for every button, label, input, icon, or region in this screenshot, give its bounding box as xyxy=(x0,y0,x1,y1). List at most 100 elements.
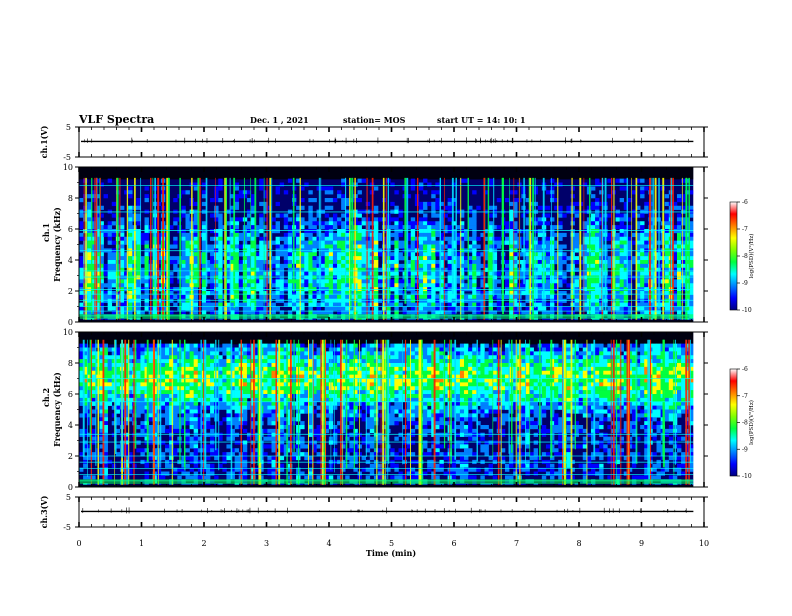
ch1-spectrogram-cell xyxy=(394,241,398,245)
ch1-spectrogram-cell xyxy=(333,268,337,272)
ch1-spectrogram-cell xyxy=(358,264,362,268)
ch1-spectrogram-cell xyxy=(329,229,333,233)
ch1-spectrogram-cell xyxy=(358,307,362,311)
ch1-spectrogram-cell xyxy=(534,237,538,241)
ch1-spectrogram-cell xyxy=(476,307,480,311)
ch1-spectrogram-cell xyxy=(665,233,669,237)
ch1-spectrogram-cell xyxy=(595,202,599,206)
ch1-spectrogram-cell xyxy=(317,256,321,260)
ch2-spectrogram-cell xyxy=(79,367,83,371)
ch1-spectrogram-cell xyxy=(333,198,337,202)
ch1-spectrogram-cell xyxy=(616,237,620,241)
ch1-spectrogram-cell xyxy=(341,233,345,237)
ch1-spectrogram-cell xyxy=(337,283,341,287)
ch1-spectrogram-cell xyxy=(173,256,177,260)
ch1-spectrogram-cell xyxy=(476,256,480,260)
ch1-spectrogram-cell xyxy=(337,217,341,221)
ch1-spectrogram-cell xyxy=(624,295,628,299)
ch1-spectrogram-cell xyxy=(640,276,644,280)
ch1-spectrogram-cell xyxy=(398,241,402,245)
ch1-spectrogram-cell xyxy=(431,268,435,272)
ch1-spectrogram-cell xyxy=(423,295,427,299)
ch2-spectrogram-cell xyxy=(140,367,144,371)
ch1-spectrogram-cell xyxy=(235,229,239,233)
ch1-spectrogram-cell xyxy=(595,179,599,183)
ch1-spectrogram-cell xyxy=(644,241,648,245)
ch2-spectrogram-cell xyxy=(185,410,189,414)
ch1-spectrogram-cell xyxy=(325,283,329,287)
ch1-spectrogram-cell xyxy=(276,295,280,299)
ch1-spectrogram-cell xyxy=(374,256,378,260)
ch1-spectrogram-cell xyxy=(620,299,624,303)
ch1-spectrogram-cell xyxy=(235,186,239,190)
ch1-spectrogram-cell xyxy=(325,276,329,280)
ch1-spectrogram-cell xyxy=(218,295,222,299)
ch1-spectrogram-cell xyxy=(435,276,439,280)
ch1-spectrogram-cell xyxy=(108,295,112,299)
ch1-spectrogram-cell xyxy=(259,283,263,287)
ch2-spectrogram-cell xyxy=(194,382,198,386)
ch1-spectrogram-cell xyxy=(312,237,316,241)
ch1-spectrogram-cell xyxy=(321,237,325,241)
ch1-spectrogram-cell xyxy=(145,252,149,256)
ch1-spectrogram-cell xyxy=(214,229,218,233)
ch1-spectrogram-cell xyxy=(128,256,132,260)
ch1-spectrogram-cell xyxy=(448,299,452,303)
ch2-spectrogram-cell xyxy=(165,359,169,363)
ch1-spectrogram-cell xyxy=(681,179,685,183)
ch1-spectrogram-cell xyxy=(566,307,570,311)
ch2-spectrogram-cell xyxy=(185,390,189,394)
ch1-spectrogram-cell xyxy=(435,307,439,311)
ch1-spectrogram-cell xyxy=(128,295,132,299)
ch1-spectrogram-cell xyxy=(497,225,501,229)
ch1-spectrogram-cell xyxy=(202,264,206,268)
ch2-spectrogram-cell xyxy=(140,359,144,363)
ch1-spectrogram-cell xyxy=(575,245,579,249)
ch1-spectrogram-cell xyxy=(272,217,276,221)
ch1-spectrogram-cell xyxy=(202,194,206,198)
ch1-spectrogram-cell xyxy=(591,241,595,245)
ch1-spectrogram-cell xyxy=(210,252,214,256)
ch1-spectrogram-cell xyxy=(272,264,276,268)
ch1-spectrogram-cell xyxy=(411,283,415,287)
ch1-spectrogram-cell xyxy=(390,183,394,187)
ch1-spectrogram-cell xyxy=(419,291,423,295)
ch1-spectrogram-cell xyxy=(558,268,562,272)
ch1-spectrogram-cell xyxy=(476,295,480,299)
ch1-spectrogram-cell xyxy=(427,225,431,229)
ch1-spectrogram-cell xyxy=(620,256,624,260)
ch2-spectrogram-cell xyxy=(140,348,144,352)
ch1-spectrogram-cell xyxy=(411,295,415,299)
ch1-spectrogram-cell xyxy=(235,241,239,245)
ch1-spectrogram-cell xyxy=(272,256,276,260)
ch2-spectrogram-cell xyxy=(185,386,189,390)
ch1-spectrogram-cell xyxy=(419,283,423,287)
ch1-spectrogram-cell xyxy=(243,279,247,283)
ch1-spectrogram-cell xyxy=(120,217,124,221)
ch1-spectrogram-cell xyxy=(571,276,575,280)
ch1-spectrogram-cell xyxy=(423,291,427,295)
ch1-spectrogram-cell xyxy=(120,233,124,237)
ch1-spectrogram-cell xyxy=(558,283,562,287)
ch1-spectrogram-cell xyxy=(677,260,681,264)
ch2-spectrogram-cell xyxy=(173,429,177,433)
ch1-spectrogram-cell xyxy=(259,268,263,272)
ch1-spectrogram-cell xyxy=(374,225,378,229)
ch1-spectrogram-cell xyxy=(358,295,362,299)
ch1-spectrogram-cell xyxy=(681,221,685,225)
ch1-spectrogram-cell xyxy=(87,291,91,295)
ch1-spectrogram-cell xyxy=(333,256,337,260)
ch1-spectrogram-cell xyxy=(427,221,431,225)
ch2-spectrogram-cell xyxy=(185,394,189,398)
ch1-spectrogram-cell xyxy=(259,260,263,264)
ch1-spectrogram-cell xyxy=(288,233,292,237)
ch1-spectrogram-cell xyxy=(235,194,239,198)
ch1-spectrogram-cell xyxy=(128,217,132,221)
ch2-spectrogram-cell xyxy=(194,406,198,410)
ch1-spectrogram-cell xyxy=(644,291,648,295)
ch1-spectrogram-cell xyxy=(681,217,685,221)
ch1-spectrogram-cell xyxy=(419,225,423,229)
ch1-spectrogram-cell xyxy=(288,179,292,183)
ch1-spectrogram-cell xyxy=(312,291,316,295)
ch1-spectrogram-cell xyxy=(562,252,566,256)
